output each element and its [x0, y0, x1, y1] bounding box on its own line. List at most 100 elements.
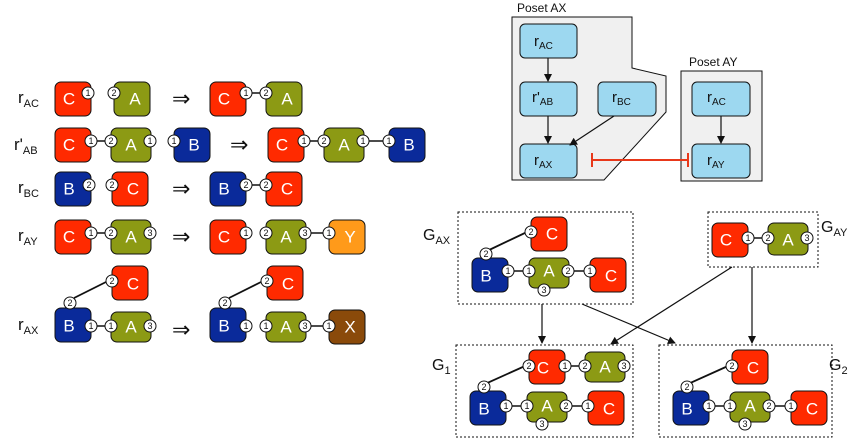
site-1	[84, 226, 98, 240]
agent-c-label: C	[218, 228, 230, 247]
site-2	[479, 247, 493, 261]
site-1-label: 1	[587, 266, 592, 276]
agent-b-label: B	[188, 136, 199, 155]
agent-b-label: B	[478, 400, 489, 419]
site-3-label: 3	[147, 228, 152, 238]
site-1-label: 1	[360, 136, 365, 146]
site-1-label: 1	[386, 136, 391, 146]
site-1	[322, 319, 336, 333]
site-3	[617, 359, 631, 373]
site-1	[583, 264, 597, 278]
agent-c-label: C	[63, 136, 75, 155]
site-2-label: 2	[263, 228, 268, 238]
site-2-label: 2	[483, 249, 488, 259]
site-2	[522, 359, 536, 373]
agent-c-label: C	[127, 275, 139, 294]
rule-r-ax: rAX C 2 B 2 1 A 1 3 ⇒	[18, 265, 366, 345]
site-2-label: 2	[109, 180, 114, 190]
site-2-label: 2	[582, 361, 587, 371]
agent-a-label: A	[338, 136, 350, 155]
site-1	[239, 86, 253, 100]
rule-r-ax-lhs: C 2 B 2 1 A 1 3	[54, 265, 157, 343]
site-2	[259, 178, 273, 192]
graph-g-ax-label: GAX	[423, 227, 451, 247]
agent-b-label: B	[63, 317, 74, 336]
site-2-label: 2	[67, 298, 72, 308]
site-1	[297, 134, 311, 148]
graph-g-ax-box	[457, 211, 634, 305]
poset-ax-title: Poset AX	[517, 1, 566, 15]
site-2-label: 2	[766, 401, 771, 411]
arrow-g-ay-g-1	[610, 266, 733, 345]
site-1-label: 1	[147, 136, 152, 146]
site-1-label: 1	[745, 233, 750, 243]
site-3	[535, 417, 549, 431]
site-3-label: 3	[302, 321, 307, 331]
site-1	[723, 399, 737, 413]
site-3-label: 3	[541, 285, 546, 295]
graph-g-1: G1 C 2 1 A 2 3 B 2 1 A 1 3 2 C 1	[432, 344, 634, 438]
site-2-label: 2	[111, 88, 116, 98]
agent-c-label: C	[281, 180, 293, 199]
site-1	[784, 399, 798, 413]
agent-c-label: C	[603, 400, 615, 419]
agent-y-label: Y	[344, 228, 355, 247]
bond	[687, 365, 729, 385]
site-2	[259, 226, 273, 240]
site-2-label: 2	[321, 136, 326, 146]
rule-label-r-ay: rAY	[18, 226, 38, 248]
site-3-label: 3	[539, 419, 544, 429]
agent-c-label: C	[605, 267, 617, 286]
site-3-label: 3	[742, 419, 747, 429]
site-2-label: 2	[563, 401, 568, 411]
site-2-label: 2	[684, 382, 689, 392]
site-1	[84, 319, 98, 333]
node-r-ab-label: r'AB	[532, 89, 554, 108]
agent-b-label: B	[218, 317, 229, 336]
site-1-label: 1	[727, 401, 732, 411]
site-1-label: 1	[788, 401, 793, 411]
rule-r-ac-rhs: C 1 A 2	[209, 81, 303, 117]
agent-a-label: A	[744, 397, 756, 416]
agent-b-label: B	[218, 180, 229, 199]
graph-arrows	[538, 266, 756, 345]
bond	[73, 280, 109, 299]
site-1	[259, 319, 273, 333]
rule-label-r-bc: rBC	[18, 178, 39, 200]
site-1-label: 1	[243, 88, 248, 98]
site-1	[239, 226, 253, 240]
site-3	[143, 226, 157, 240]
site-1-label: 1	[85, 88, 90, 98]
site-1	[741, 231, 755, 245]
agent-c-label: C	[720, 231, 732, 250]
site-2	[107, 86, 121, 100]
agent-a-label: A	[599, 358, 611, 377]
arrow-g-ax-g-2	[581, 303, 676, 344]
rule-r-ab: r'AB C 1 A 2 1 B 1 ⇒ C	[14, 127, 426, 163]
site-1-label: 1	[243, 321, 248, 331]
rule-r-bc-lhs: B 2 C 2	[54, 171, 149, 207]
site-1-label: 1	[243, 228, 248, 238]
bond	[484, 365, 526, 385]
site-1	[522, 264, 536, 278]
site-2	[680, 380, 694, 394]
graph-g-2: G2 C 2 B 2 1 A 1 3 2 C 1	[658, 344, 848, 438]
node-r-ay	[691, 143, 751, 179]
site-3	[738, 417, 752, 431]
site-3-label: 3	[147, 321, 152, 331]
site-3-label: 3	[621, 361, 626, 371]
site-2	[239, 178, 253, 192]
implies-arrow: ⇒	[172, 177, 190, 202]
site-1-label: 1	[326, 228, 331, 238]
site-1	[81, 86, 95, 100]
site-1-label: 1	[562, 361, 567, 371]
graph-g-1-label: G1	[432, 357, 451, 377]
site-2	[559, 399, 573, 413]
site-1	[104, 319, 118, 333]
site-3	[298, 319, 312, 333]
site-2	[218, 296, 232, 310]
site-2	[104, 134, 118, 148]
site-2	[259, 86, 273, 100]
site-1	[520, 399, 534, 413]
site-1-label: 1	[171, 136, 176, 146]
